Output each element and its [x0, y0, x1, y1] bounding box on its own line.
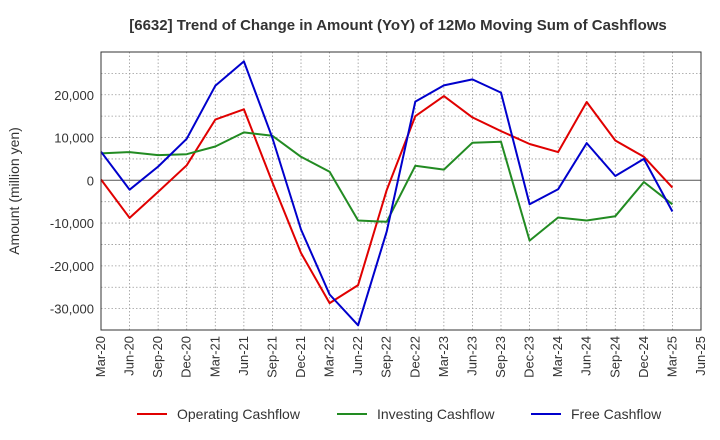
legend-label: Investing Cashflow [377, 406, 495, 422]
x-tick-label: Dec-22 [407, 336, 422, 378]
y-tick-label: -30,000 [50, 302, 94, 317]
x-tick-label: Jun-20 [122, 336, 137, 376]
x-tick-label: Mar-21 [207, 336, 222, 377]
x-tick-label: Mar-20 [93, 336, 108, 377]
legend-label: Operating Cashflow [177, 406, 301, 422]
x-tick-label: Sep-22 [379, 336, 394, 378]
y-tick-label: -10,000 [50, 216, 94, 231]
series-line-investing-cashflow [100, 131, 674, 242]
x-tick-label: Dec-24 [636, 336, 651, 378]
y-tick-label: 0 [87, 173, 94, 188]
x-tick-label: Sep-20 [150, 336, 165, 378]
y-axis-label: Amount (million yen) [6, 127, 22, 255]
x-tick-label: Sep-23 [493, 336, 508, 378]
x-tick-label: Dec-20 [179, 336, 194, 378]
x-tick-label: Mar-22 [322, 336, 337, 377]
series-line-operating-cashflow [100, 95, 674, 305]
plot-border [100, 51, 702, 331]
grid-lines [100, 51, 702, 331]
x-tick-label: Sep-21 [264, 336, 279, 378]
y-tick-label: 20,000 [54, 88, 94, 103]
x-tick-label: Dec-21 [293, 336, 308, 378]
series-lines [100, 60, 674, 327]
plot-area [101, 52, 701, 330]
x-tick-label: Jun-23 [464, 336, 479, 376]
y-tick-label: -20,000 [50, 259, 94, 274]
legend-label: Free Cashflow [571, 406, 662, 422]
chart-title: [6632] Trend of Change in Amount (YoY) o… [129, 17, 667, 34]
x-tick-label: Jun-21 [236, 336, 251, 376]
x-tick-label: Dec-23 [522, 336, 537, 378]
x-tick-label: Sep-24 [607, 336, 622, 378]
y-tick-labels: 20,000 10,000 0 -10,000 -20,000 -30,000 [50, 88, 94, 317]
x-tick-label: Jun-24 [579, 336, 594, 376]
series-line-free-cashflow [100, 60, 674, 327]
x-tick-label: Mar-23 [436, 336, 451, 377]
y-tick-label: 10,000 [54, 131, 94, 146]
x-tick-label: Mar-24 [550, 336, 565, 377]
x-tick-label: Jun-25 [693, 336, 708, 376]
x-tick-label: Mar-25 [664, 336, 679, 377]
x-tick-label: Jun-22 [350, 336, 365, 376]
legend: Operating Cashflow Investing Cashflow Free… [137, 406, 662, 422]
x-tick-labels: Mar-20 Jun-20 Sep-20 Dec-20 Mar-21 Jun-21 Sep-… [93, 336, 708, 378]
